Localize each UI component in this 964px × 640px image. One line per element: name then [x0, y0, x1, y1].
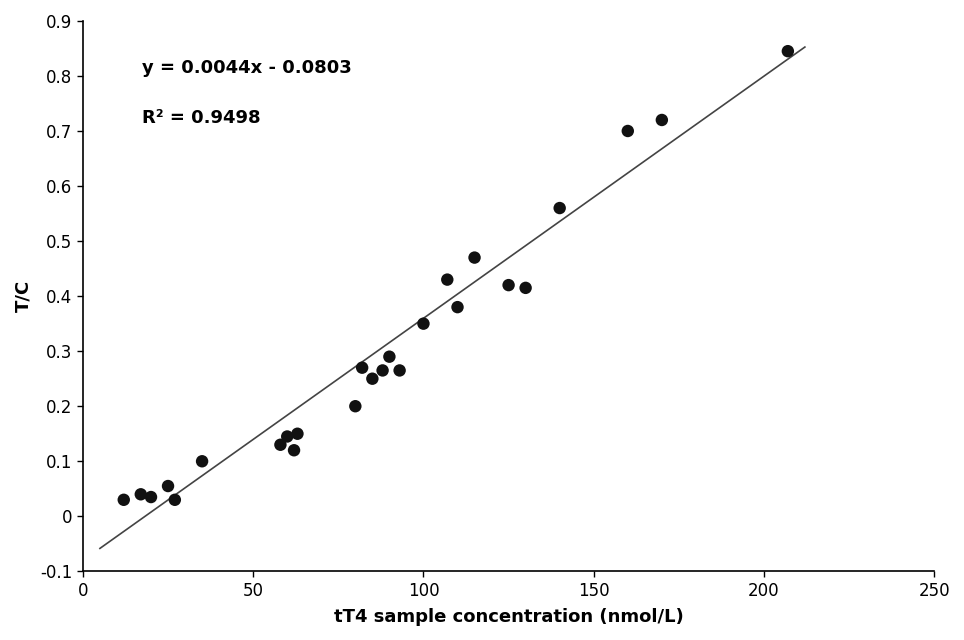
Point	[518, 283, 533, 293]
Point	[355, 363, 370, 373]
Point	[382, 351, 397, 362]
Point	[160, 481, 175, 491]
Point	[552, 203, 568, 213]
Text: y = 0.0044x - 0.0803: y = 0.0044x - 0.0803	[143, 60, 352, 77]
Point	[501, 280, 517, 290]
Point	[440, 275, 455, 285]
Point	[620, 126, 635, 136]
Point	[273, 440, 288, 450]
Point	[348, 401, 363, 412]
Point	[392, 365, 408, 376]
Point	[116, 495, 131, 505]
Point	[415, 319, 431, 329]
Point	[467, 252, 482, 262]
Point	[375, 365, 390, 376]
Point	[280, 431, 295, 442]
Point	[364, 374, 380, 384]
Point	[167, 495, 182, 505]
Point	[290, 429, 306, 439]
Y-axis label: T/C: T/C	[13, 280, 32, 312]
X-axis label: tT4 sample concentration (nmol/L): tT4 sample concentration (nmol/L)	[334, 608, 683, 626]
Point	[286, 445, 302, 456]
Point	[780, 46, 795, 56]
Text: R² = 0.9498: R² = 0.9498	[143, 109, 261, 127]
Point	[133, 489, 148, 499]
Point	[144, 492, 159, 502]
Point	[655, 115, 670, 125]
Point	[450, 302, 466, 312]
Point	[195, 456, 210, 467]
